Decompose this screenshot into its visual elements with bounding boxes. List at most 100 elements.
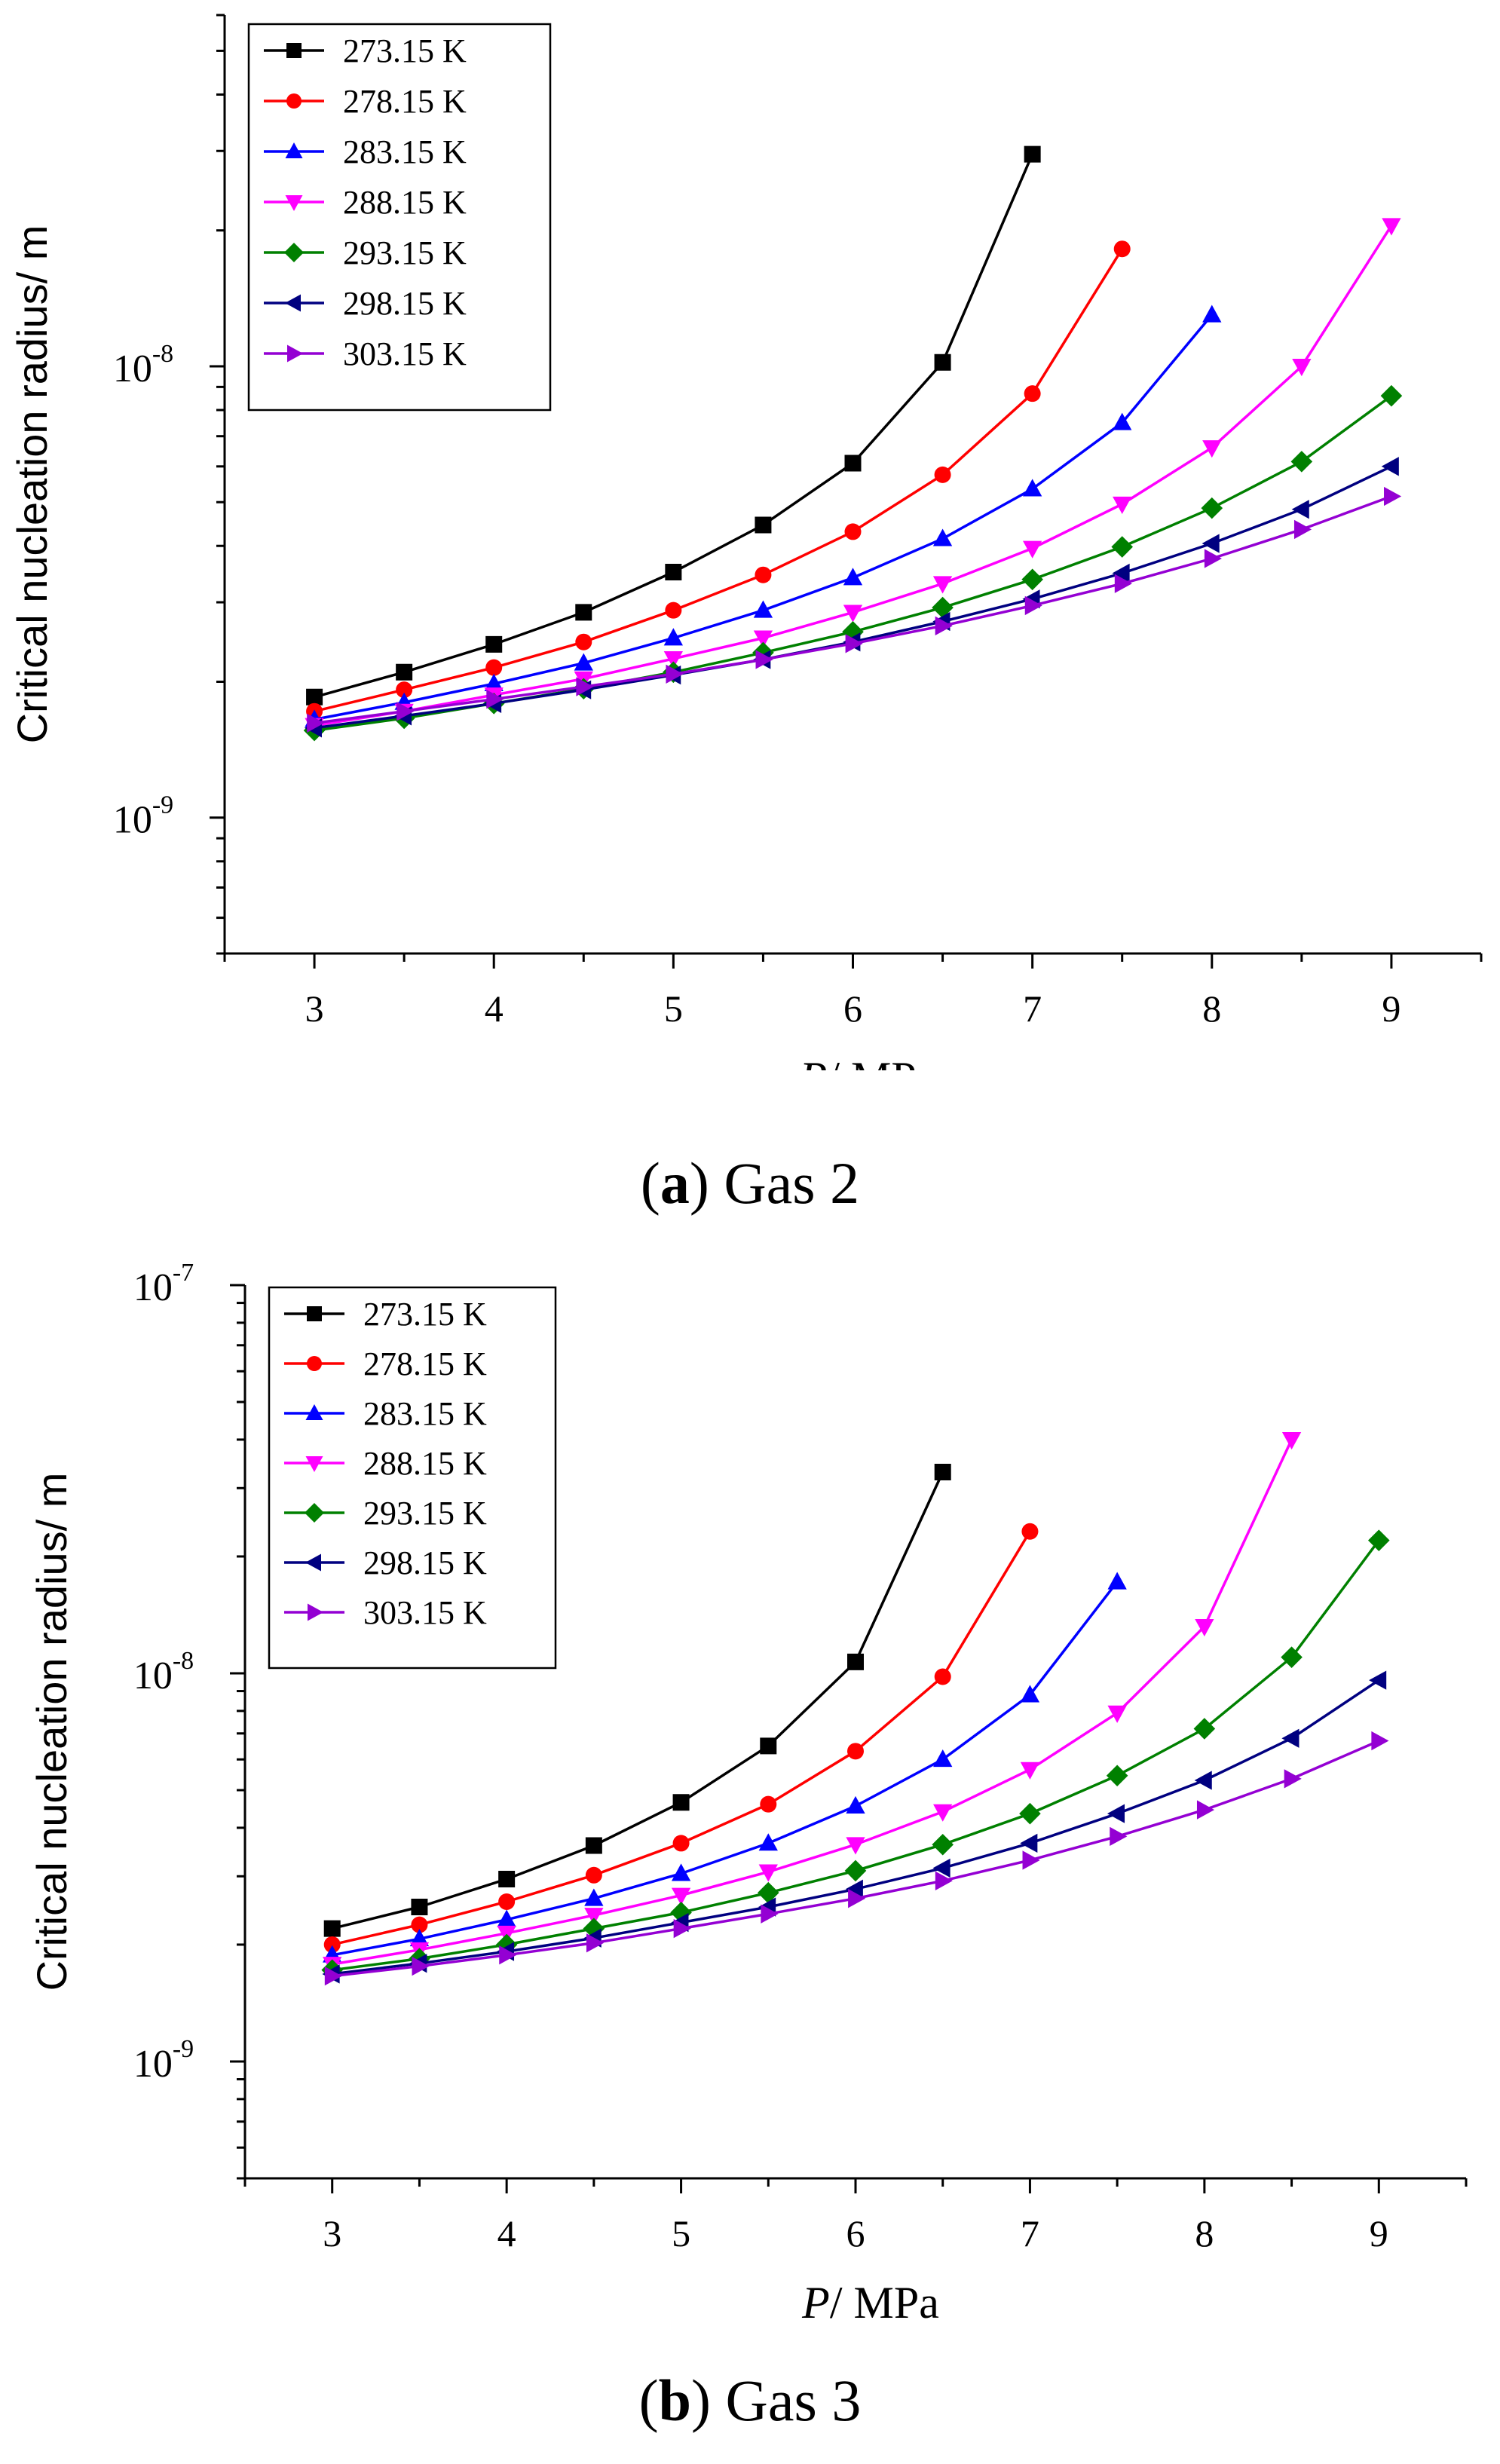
data-point	[935, 616, 953, 635]
chart-gas-3: 3 4 5 6 7 8 9 10-9 10-8 10-7 P/ MPa Critical nuclea…	[28, 1259, 1468, 2328]
data-point	[396, 681, 413, 699]
data-point	[846, 1837, 865, 1855]
data-point	[411, 1916, 428, 1933]
legend-label: 273.15 K	[343, 32, 467, 69]
legend: 273.15 K 278.15 K 283.15 K 288.15 K 293.15 K…	[268, 1286, 557, 1670]
data-point	[934, 1463, 951, 1480]
data-point	[755, 650, 773, 669]
legend-marker	[286, 93, 302, 109]
series-27815K	[323, 1523, 1039, 1953]
data-point	[843, 605, 863, 623]
data-point	[758, 1833, 778, 1851]
data-point	[760, 1737, 777, 1755]
y-tick-label: 10-8	[133, 1647, 194, 1697]
data-point	[672, 1794, 690, 1811]
data-point	[670, 1902, 692, 1924]
y-tick-label: 10-7	[133, 1259, 194, 1309]
data-point	[586, 1933, 605, 1953]
data-point	[1291, 500, 1309, 519]
data-point	[1384, 486, 1402, 507]
data-point	[666, 664, 684, 684]
legend-label: 293.15 K	[343, 234, 467, 271]
x-tick-label: 3	[323, 2212, 341, 2254]
y-axis-title: Critical nucleation radius/ m	[8, 225, 56, 744]
legend-marker	[305, 1553, 321, 1572]
series-line	[332, 1471, 944, 1930]
data-point	[1021, 568, 1043, 591]
data-point	[935, 1871, 953, 1890]
data-point	[396, 663, 413, 681]
legend-label: 288.15 K	[363, 1445, 487, 1482]
caption-gas-3: (b) Gas 3	[638, 2368, 862, 2433]
data-point	[672, 1835, 690, 1852]
data-point	[755, 516, 772, 534]
data-point	[934, 354, 951, 371]
series-line	[314, 248, 1124, 713]
data-point	[665, 601, 682, 619]
legend-label: 273.15 K	[363, 1296, 487, 1333]
data-point	[323, 1936, 341, 1953]
data-point	[497, 1909, 516, 1927]
data-point	[755, 566, 772, 583]
data-point	[932, 596, 954, 619]
data-point	[1020, 1685, 1040, 1703]
data-point	[1113, 496, 1132, 515]
data-point	[498, 1871, 516, 1888]
x-tick-label: 7	[1021, 2212, 1039, 2254]
legend-marker	[308, 1603, 323, 1621]
data-point	[323, 1920, 341, 1937]
data-point	[306, 688, 323, 706]
legend-marker	[284, 243, 304, 262]
data-point	[1022, 540, 1042, 559]
data-point	[1107, 1705, 1127, 1723]
data-point	[752, 641, 774, 664]
data-point	[485, 659, 503, 676]
data-point	[1024, 595, 1042, 616]
series-27815K	[306, 240, 1131, 720]
series-27315K	[306, 145, 1041, 706]
data-point	[671, 1863, 691, 1881]
x-tick-label: 8	[1195, 2212, 1214, 2254]
y-tick-label: 10-9	[133, 2035, 194, 2086]
data-point	[1020, 1833, 1038, 1853]
data-point	[1022, 479, 1042, 497]
legend-label: 303.15 K	[343, 335, 467, 372]
data-point	[757, 1881, 779, 1904]
x-tick-label: 6	[846, 2212, 865, 2254]
data-point	[1281, 1432, 1302, 1450]
series-29815K	[304, 457, 1399, 738]
data-point	[758, 1864, 778, 1882]
legend-marker	[307, 1356, 322, 1371]
data-point	[1292, 359, 1312, 377]
data-point	[1204, 549, 1222, 568]
data-point	[848, 1889, 866, 1908]
data-point	[934, 466, 951, 483]
y-axis-title: Critical nucleation radius/ m	[28, 1473, 75, 1991]
data-point	[1113, 240, 1131, 258]
data-point	[1106, 1765, 1128, 1787]
data-point	[1019, 1802, 1041, 1825]
legend-label: 283.15 K	[343, 133, 467, 170]
data-point	[1281, 1728, 1299, 1748]
data-point	[324, 1966, 342, 1986]
legend-label: 278.15 K	[363, 1345, 487, 1382]
data-point	[932, 528, 953, 546]
legend-marker	[305, 1456, 323, 1472]
x-tick-label: 9	[1382, 987, 1401, 1030]
data-point	[1293, 519, 1312, 540]
series-27315K	[323, 1463, 951, 1937]
x-tick-label: 6	[843, 987, 862, 1030]
data-point	[673, 1918, 691, 1939]
x-axis-title: P/ MPa	[799, 1053, 937, 1070]
legend-marker	[305, 1404, 323, 1420]
data-point	[485, 635, 503, 653]
data-point	[484, 673, 504, 692]
caption-gas-2: (a) Gas 2	[640, 1150, 860, 1216]
data-point	[411, 1899, 428, 1916]
x-axis-title: P/ MPa	[801, 2278, 939, 2328]
series-line	[332, 1739, 1379, 1978]
data-point	[1110, 1826, 1128, 1847]
data-point	[1113, 412, 1132, 430]
data-point	[1107, 1572, 1127, 1590]
data-point	[1380, 384, 1403, 407]
